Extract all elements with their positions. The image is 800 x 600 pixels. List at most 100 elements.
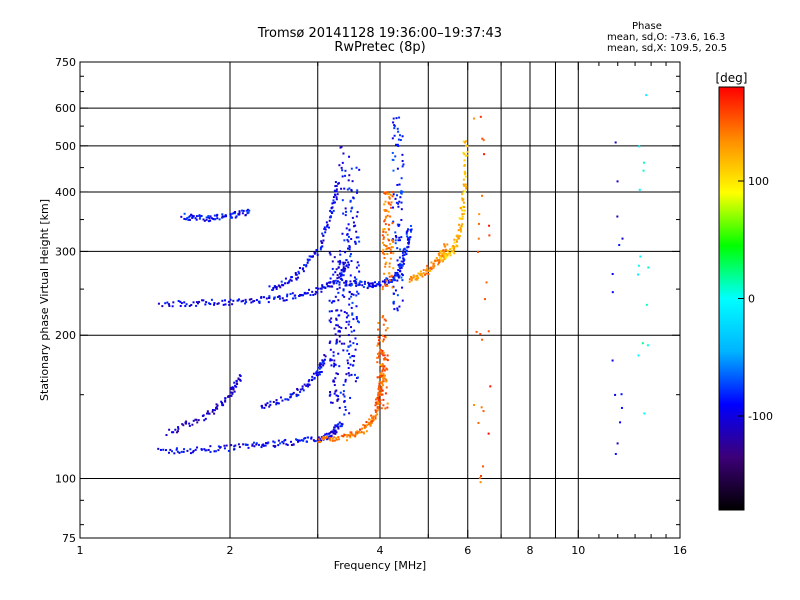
data-point	[191, 423, 194, 426]
data-point	[238, 446, 241, 449]
data-point	[402, 262, 405, 265]
data-point	[381, 280, 384, 283]
data-point	[384, 378, 387, 381]
data-point	[400, 201, 403, 204]
data-point	[423, 273, 426, 276]
data-point	[209, 303, 212, 306]
data-point	[278, 285, 281, 288]
data-point	[188, 304, 191, 307]
data-point	[267, 301, 270, 304]
data-point	[316, 253, 319, 256]
data-point	[378, 394, 381, 397]
data-point	[171, 305, 174, 308]
data-point	[641, 342, 644, 345]
data-point	[340, 309, 343, 312]
data-point	[338, 260, 341, 263]
data-point	[407, 242, 410, 245]
data-point	[387, 228, 390, 231]
data-point	[306, 383, 309, 386]
data-point	[357, 292, 360, 295]
data-point	[386, 327, 389, 330]
data-point	[213, 214, 216, 217]
data-point	[280, 280, 283, 283]
data-point	[324, 433, 327, 436]
data-point	[383, 220, 386, 223]
data-point	[277, 402, 280, 405]
data-point	[308, 258, 311, 261]
data-point	[442, 249, 445, 252]
data-point	[425, 268, 428, 271]
data-point	[383, 243, 386, 246]
data-point	[438, 261, 441, 264]
data-point	[319, 371, 322, 374]
data-point	[345, 316, 348, 319]
data-point	[397, 145, 400, 148]
x-tick-label: 2	[227, 544, 234, 557]
data-point	[442, 251, 445, 254]
data-point	[333, 256, 336, 259]
data-point	[234, 384, 237, 387]
data-point	[272, 286, 275, 289]
data-point	[382, 252, 385, 255]
data-point	[411, 277, 414, 280]
data-points	[157, 94, 650, 484]
data-point	[231, 212, 234, 215]
data-point	[295, 438, 298, 441]
data-point	[349, 199, 352, 202]
data-point	[184, 421, 187, 424]
data-point	[334, 333, 337, 336]
data-point	[432, 266, 435, 269]
data-point	[337, 299, 340, 302]
data-point	[384, 329, 387, 332]
data-point	[394, 239, 397, 242]
data-point	[282, 442, 285, 445]
data-point	[406, 246, 409, 249]
data-point	[348, 174, 351, 177]
data-point	[216, 407, 219, 410]
data-point	[614, 393, 617, 396]
data-point	[233, 445, 236, 448]
data-point	[328, 285, 331, 288]
data-point	[196, 446, 199, 449]
data-point	[192, 419, 195, 422]
data-point	[324, 231, 327, 234]
data-point	[330, 211, 333, 214]
y-tick-label: 100	[55, 473, 76, 486]
data-point	[313, 251, 316, 254]
colorbar-tick-label: -100	[748, 410, 773, 423]
data-point	[376, 402, 379, 405]
data-point	[266, 402, 269, 405]
data-point	[318, 367, 321, 370]
data-point	[402, 260, 405, 263]
data-point	[382, 404, 385, 407]
data-point	[377, 393, 380, 396]
data-point	[473, 117, 476, 120]
data-point	[272, 440, 275, 443]
data-point	[275, 286, 278, 289]
data-point	[213, 412, 216, 415]
data-point	[284, 398, 287, 401]
data-point	[360, 280, 363, 283]
data-point	[157, 447, 160, 450]
data-point	[207, 302, 210, 305]
data-point	[351, 206, 354, 209]
data-point	[380, 390, 383, 393]
data-point	[306, 261, 309, 264]
data-point	[172, 301, 175, 304]
data-point	[461, 213, 464, 216]
data-point	[420, 273, 423, 276]
data-point	[401, 264, 404, 267]
data-point	[167, 303, 170, 306]
data-point	[330, 359, 333, 362]
data-point	[388, 272, 391, 275]
data-point	[297, 439, 300, 442]
data-point	[446, 254, 449, 257]
data-point	[295, 395, 298, 398]
data-point	[321, 232, 324, 235]
data-point	[328, 319, 331, 322]
data-point	[386, 402, 389, 405]
data-point	[396, 271, 399, 274]
data-point	[403, 247, 406, 250]
data-point	[451, 246, 454, 249]
data-point	[262, 443, 265, 446]
